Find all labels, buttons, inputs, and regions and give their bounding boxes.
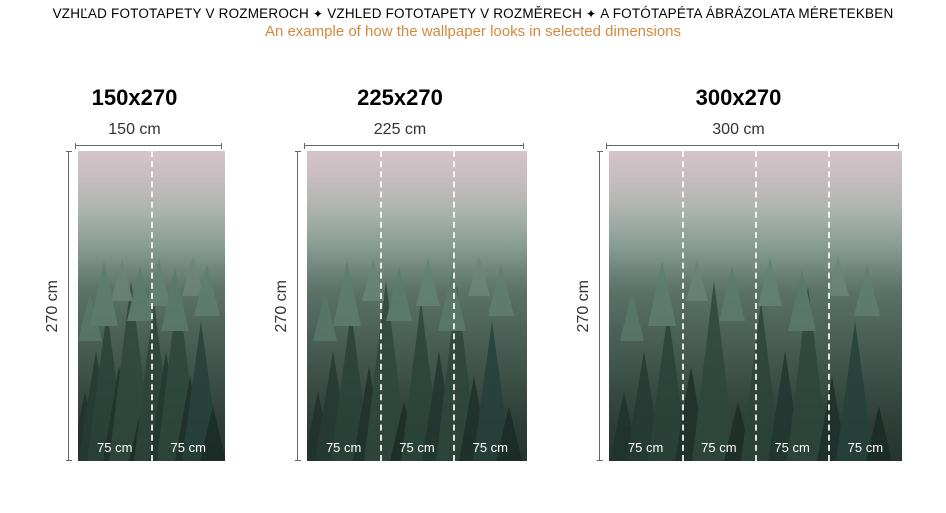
- height-section: 270 cm: [273, 151, 301, 461]
- tree-shape: [468, 256, 490, 296]
- size-panel: 225x270 225 cm 270 cm 75 cm 75 cm 75 cm: [273, 85, 527, 461]
- strip-divider: [682, 151, 684, 461]
- strip-width-label: 75 cm: [774, 440, 809, 455]
- strip-width-label: 75 cm: [473, 440, 508, 455]
- strip-divider: [151, 151, 153, 461]
- height-rule: [295, 151, 301, 461]
- width-label: 225 cm: [374, 121, 426, 139]
- tree-shape: [719, 266, 745, 321]
- height-label: 270 cm: [273, 280, 291, 332]
- tree-shape: [386, 266, 412, 321]
- strip-labels: 75 cm 75 cm 75 cm: [307, 440, 527, 455]
- header: VZHĽAD FOTOTAPETY V ROZMEROCH ✦ VZHLED F…: [0, 0, 946, 40]
- strip-divider: [828, 151, 830, 461]
- width-rule: [606, 143, 899, 149]
- strip-width-label: 75 cm: [701, 440, 736, 455]
- forest-texture: [307, 151, 527, 461]
- tree-shape: [620, 291, 644, 341]
- size-panel: 300x270 300 cm 270 cm 75 cm 75 cm 75 cm 75 cm: [575, 85, 902, 461]
- height-label: 270 cm: [44, 280, 62, 332]
- wallpaper-preview: 75 cm 75 cm 75 cm: [307, 151, 527, 461]
- height-section: 270 cm: [44, 151, 72, 461]
- header-cz: VZHLED FOTOTAPETY V ROZMĚRECH: [327, 6, 582, 21]
- header-multilang: VZHĽAD FOTOTAPETY V ROZMEROCH ✦ VZHLED F…: [0, 6, 946, 21]
- strip-divider: [380, 151, 382, 461]
- tree-shape: [758, 258, 782, 306]
- tree-shape: [686, 259, 708, 301]
- tree-shape: [488, 264, 514, 316]
- height-rule: [597, 151, 603, 461]
- width-label: 150 cm: [108, 121, 160, 139]
- height-rule: [66, 151, 72, 461]
- tree-shape: [648, 261, 676, 326]
- strip-width-label: 75 cm: [399, 440, 434, 455]
- diagram: 270 cm 75 cm 75 cm 75 cm 75 cm: [575, 151, 902, 461]
- strip-width-label: 75 cm: [848, 440, 883, 455]
- strip-labels: 75 cm 75 cm: [78, 440, 225, 455]
- size-title: 150x270: [92, 85, 178, 111]
- strip-width-label: 75 cm: [326, 440, 361, 455]
- strip-width-label: 75 cm: [628, 440, 663, 455]
- size-title: 225x270: [357, 85, 443, 111]
- sparkle-icon: ✦: [586, 7, 596, 21]
- panels-container: 150x270 150 cm 270 cm 75 cm 75 cm 225x270 225 …: [0, 85, 946, 461]
- diagram: 270 cm 75 cm 75 cm 75 cm: [273, 151, 527, 461]
- width-rule: [304, 143, 524, 149]
- tree-shape: [194, 264, 220, 316]
- header-en: An example of how the wallpaper looks in…: [0, 23, 946, 40]
- size-panel: 150x270 150 cm 270 cm 75 cm 75 cm: [44, 85, 225, 461]
- width-rule: [75, 143, 222, 149]
- header-sk: VZHĽAD FOTOTAPETY V ROZMEROCH: [53, 6, 309, 21]
- wallpaper-preview: 75 cm 75 cm: [78, 151, 225, 461]
- strip-divider: [755, 151, 757, 461]
- tree-shape: [788, 269, 816, 331]
- strip-width-label: 75 cm: [171, 440, 206, 455]
- tree-shape: [416, 258, 440, 306]
- header-hu: A FOTÓTAPÉTA ÁBRÁZOLATA MÉRETEKBEN: [600, 6, 893, 21]
- strip-divider: [453, 151, 455, 461]
- width-label: 300 cm: [712, 121, 764, 139]
- height-label: 270 cm: [575, 280, 593, 332]
- tree-shape: [333, 261, 361, 326]
- size-title: 300x270: [696, 85, 782, 111]
- wallpaper-preview: 75 cm 75 cm 75 cm 75 cm: [609, 151, 902, 461]
- strip-labels: 75 cm 75 cm 75 cm 75 cm: [609, 440, 902, 455]
- sparkle-icon: ✦: [313, 7, 323, 21]
- strip-width-label: 75 cm: [97, 440, 132, 455]
- diagram: 270 cm 75 cm 75 cm: [44, 151, 225, 461]
- tree-shape: [854, 264, 880, 316]
- height-section: 270 cm: [575, 151, 603, 461]
